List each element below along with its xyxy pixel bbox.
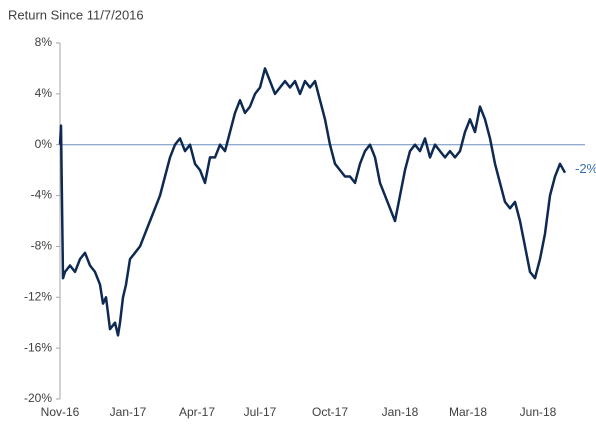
end-label: -2%	[575, 161, 596, 176]
x-tick-label: Nov-16	[41, 405, 80, 419]
x-tick-label: Mar-18	[449, 405, 487, 419]
x-tick-label: Apr-17	[179, 405, 215, 419]
y-tick-label: -8%	[31, 239, 53, 253]
y-tick-label: 4%	[35, 86, 53, 100]
x-tick-label: Jul-17	[244, 405, 277, 419]
x-tick-label: Jan-17	[110, 405, 147, 419]
y-tick-label: -12%	[24, 289, 52, 303]
x-tick-label: Jan-18	[382, 405, 419, 419]
x-tick-label: Jun-18	[520, 405, 557, 419]
y-tick-label: -20%	[24, 391, 52, 405]
y-tick-label: -4%	[31, 188, 53, 202]
chart-title: Return Since 11/7/2016	[8, 7, 144, 22]
y-tick-label: 8%	[35, 35, 53, 49]
line-series	[58, 67, 567, 337]
y-tick-label: -16%	[24, 340, 52, 354]
x-tick-label: Oct-17	[312, 405, 348, 419]
y-tick-label: 0%	[35, 137, 53, 151]
